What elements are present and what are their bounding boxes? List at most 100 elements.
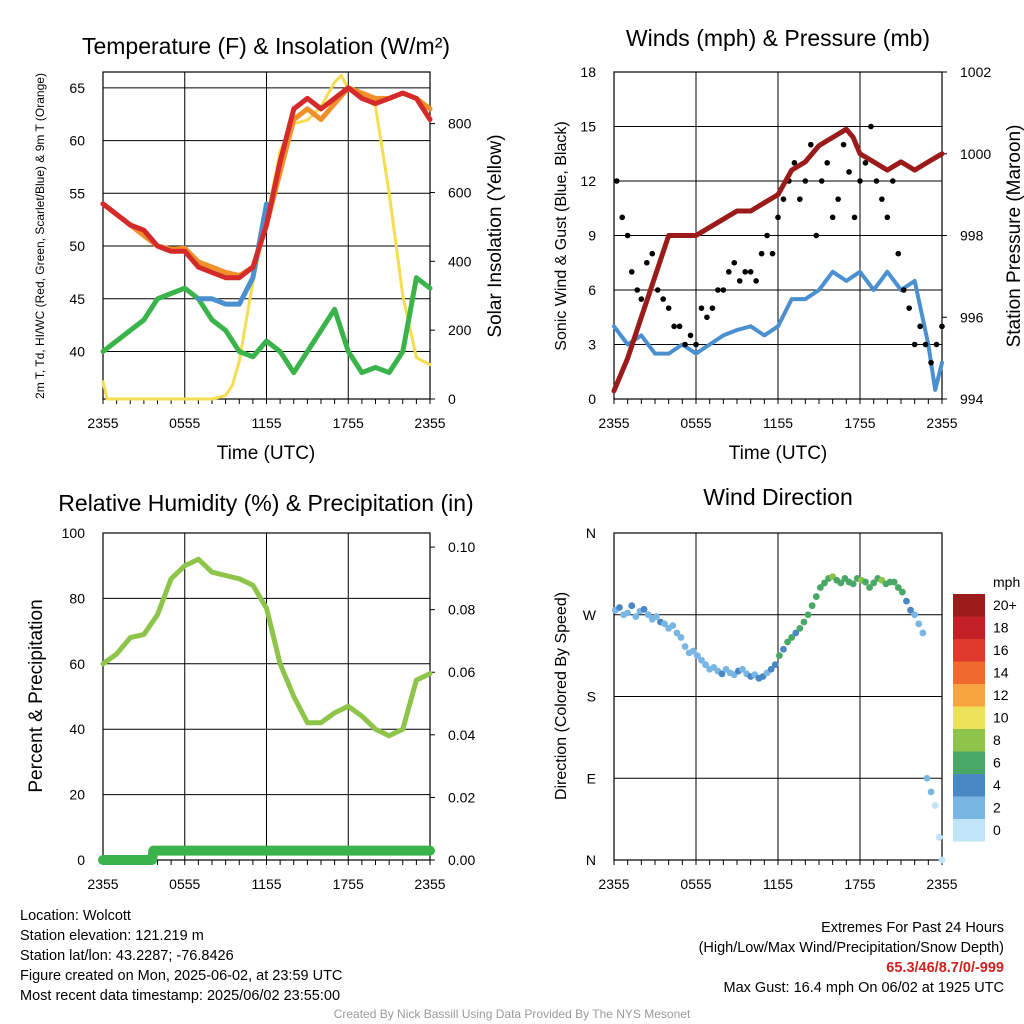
dewpoint-line <box>100 275 433 376</box>
dir-x-tick-label: 1755 <box>844 876 875 892</box>
direction-point <box>894 584 902 591</box>
extremes-title: Extremes For Past 24 Hours <box>821 920 1004 936</box>
gust-point <box>780 196 787 202</box>
temp-y-tick-label: 65 <box>69 80 85 96</box>
legend-swatch <box>953 706 985 729</box>
wind-y-tick-label: 0 <box>588 391 596 407</box>
temp-x-tick-label: 0555 <box>169 415 200 431</box>
gust-point <box>906 305 912 311</box>
temp-y-tick-label: 45 <box>69 291 85 307</box>
wind-x-tick-label: 1755 <box>844 415 875 431</box>
temp-y-tick-label: 40 <box>69 344 85 360</box>
rh-x-tick-label: 1155 <box>251 876 281 892</box>
direction-point <box>911 611 919 619</box>
wind-x-tick-label: 0555 <box>680 415 711 431</box>
legend-swatch <box>953 616 985 639</box>
dir-y-tick-label: N <box>586 525 596 541</box>
direction-point <box>673 629 681 637</box>
direction-point <box>816 584 824 591</box>
gust-point <box>868 123 874 130</box>
temp-y2-tick-label: 200 <box>448 322 472 338</box>
gust-point <box>840 141 847 148</box>
dir-y-tick-label: N <box>586 852 596 868</box>
temp-y2-axis-label: Solar Insolation (Yellow) <box>485 134 506 337</box>
legend-label: 4 <box>993 777 1001 793</box>
station-location: Location: Wolcott <box>20 908 131 924</box>
legend-label: 10 <box>993 710 1009 726</box>
temp-y2-tick-label: 0 <box>448 391 456 407</box>
legend-label: 0 <box>993 822 1001 838</box>
direction-point <box>903 597 910 605</box>
temp-2m-line <box>100 85 433 281</box>
gust-point <box>638 296 645 302</box>
rh-y2-tick-label: 0.10 <box>448 539 475 555</box>
wind-x-tick-label: 2355 <box>598 415 629 431</box>
direction-point <box>849 580 857 588</box>
gust-point <box>660 296 666 302</box>
direction-point <box>775 652 783 660</box>
temp-x-tick-label: 2355 <box>414 415 445 431</box>
gust-point <box>775 214 781 221</box>
station-latlon: Station lat/lon: 43.2287; -76.8426 <box>20 948 234 964</box>
wind-y-tick-label: 6 <box>588 282 596 298</box>
extremes-info: Extremes For Past 24 Hours (High/Low/Max… <box>699 918 1004 998</box>
direction-point <box>796 624 804 632</box>
rh-chart-title: Relative Humidity (%) & Precipitation (i… <box>58 490 473 516</box>
gust-point <box>824 160 830 166</box>
direction-point <box>800 618 808 626</box>
gust-point <box>709 305 716 311</box>
direction-point <box>784 638 791 646</box>
rh-x-tick-label: 0555 <box>169 876 200 892</box>
gust-point <box>884 214 891 221</box>
gust-point <box>862 160 869 166</box>
recent-timestamp: Most recent data timestamp: 2025/06/02 2… <box>20 988 341 1004</box>
direction-point <box>616 604 623 611</box>
extremes-values: 65.3/46/8.7/0/-999 <box>886 960 1004 976</box>
direction-point <box>821 579 828 587</box>
gust-point <box>835 196 841 202</box>
legend-swatch <box>953 751 985 774</box>
direction-point <box>898 588 906 596</box>
gust-point <box>753 278 759 284</box>
wind-chart-title: Winds (mph) & Pressure (mb) <box>626 25 930 51</box>
gust-point <box>813 232 820 239</box>
direction-point <box>870 579 878 587</box>
direction-point <box>808 602 816 610</box>
direction-point <box>788 634 796 641</box>
dir-x-tick-label: 1155 <box>763 876 793 892</box>
gust-point <box>900 287 907 293</box>
direction-point <box>804 611 812 619</box>
temp-x-axis-label: Time (UTC) <box>217 443 316 464</box>
wind-y2-tick-label: 1000 <box>960 146 991 162</box>
rh-y-tick-label: 20 <box>69 787 85 803</box>
temp-y-tick-label: 50 <box>69 238 85 254</box>
gust-point <box>747 269 754 275</box>
direction-point <box>780 645 787 653</box>
gust-point <box>624 232 631 239</box>
wind-y2-axis-label: Station Pressure (Maroon) <box>1004 125 1024 348</box>
legend-swatch <box>953 774 985 797</box>
rh-y2-tick-label: 0.08 <box>448 602 475 618</box>
direction-point <box>938 856 946 864</box>
legend-swatch <box>953 661 985 684</box>
legend-swatch <box>953 819 985 842</box>
wind-x-tick-label: 2355 <box>926 415 957 431</box>
direction-point <box>681 643 689 650</box>
rh-y-tick-label: 40 <box>69 721 85 737</box>
gust-point <box>917 323 923 330</box>
direction-point <box>771 661 779 669</box>
wind-y-tick-label: 18 <box>580 64 596 80</box>
dir-y-axis-label: Direction (Colored By Speed) <box>553 592 570 800</box>
direction-point <box>792 629 800 637</box>
dir-x-tick-label: 0555 <box>680 876 711 892</box>
legend-swatch <box>953 639 985 662</box>
temp-chart-title: Temperature (F) & Insolation (W/m²) <box>82 33 450 59</box>
gust-point <box>928 359 934 366</box>
wind-y-tick-label: 15 <box>580 119 596 135</box>
temp-y2-tick-label: 400 <box>448 253 472 269</box>
direction-point <box>767 665 775 673</box>
gust-point <box>715 287 721 293</box>
gust-point <box>769 250 776 257</box>
legend-label: 18 <box>993 620 1009 636</box>
rh-x-tick-label: 2355 <box>414 876 445 892</box>
